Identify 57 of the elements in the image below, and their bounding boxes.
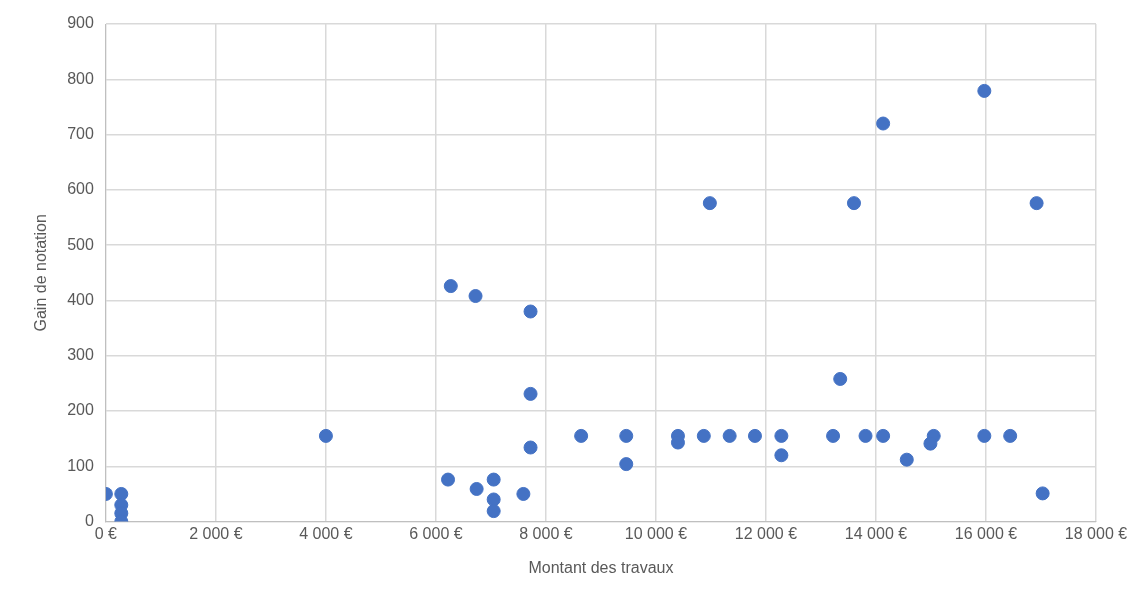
- point: [858, 428, 873, 443]
- point: [523, 386, 538, 401]
- point: [833, 371, 848, 386]
- point: [486, 504, 501, 519]
- point: [114, 486, 129, 501]
- point: [899, 452, 914, 467]
- point: [774, 448, 789, 463]
- point: [523, 304, 538, 319]
- point: [523, 440, 538, 455]
- y-tick-label: 400: [67, 290, 94, 308]
- point: [486, 472, 501, 487]
- y-tick-label: 800: [67, 69, 94, 87]
- point: [722, 428, 737, 443]
- point: [619, 428, 634, 443]
- x-axis-title: Montant des travaux: [528, 558, 674, 576]
- x-tick-label: 14 000 €: [844, 524, 908, 542]
- point: [876, 428, 891, 443]
- point: [696, 428, 711, 443]
- x-tick-label: 18 000 €: [1064, 524, 1128, 542]
- point: [486, 492, 501, 507]
- point: [774, 428, 789, 443]
- x-tick-label: 0 €: [94, 524, 118, 542]
- point: [977, 428, 992, 443]
- x-tick-label: 2 000 €: [189, 524, 243, 542]
- x-tick-label: 4 000 €: [299, 524, 353, 542]
- y-tick-label: 900: [67, 14, 94, 32]
- point: [702, 196, 717, 211]
- point: [923, 436, 938, 451]
- point: [1029, 196, 1044, 211]
- point: [1035, 486, 1050, 501]
- y-tick-label: 100: [67, 456, 94, 474]
- x-tick-label: 8 000 €: [519, 524, 573, 542]
- y-tick-label: 500: [67, 235, 94, 253]
- point: [747, 428, 762, 443]
- point: [1003, 428, 1018, 443]
- point: [876, 116, 891, 131]
- y-tick-label: 600: [67, 180, 94, 198]
- point: [469, 481, 484, 496]
- point: [977, 83, 992, 98]
- point: [318, 428, 333, 443]
- point: [516, 486, 531, 501]
- point: [468, 289, 483, 304]
- y-axis-title: Gain de notation: [32, 214, 50, 332]
- point: [846, 196, 861, 211]
- y-tick-label: 200: [67, 401, 94, 419]
- y-tick-label: 300: [67, 346, 94, 364]
- x-tick-label: 12 000 €: [734, 524, 798, 542]
- x-tick-label: 16 000 €: [954, 524, 1018, 542]
- x-tick-label: 6 000 €: [409, 524, 463, 542]
- point: [443, 279, 458, 294]
- point: [826, 428, 841, 443]
- y-tick-label: 0: [84, 512, 94, 530]
- point: [619, 457, 634, 472]
- point: [441, 472, 456, 487]
- x-tick-label: 10 000 €: [624, 524, 688, 542]
- y-tick-label: 700: [67, 124, 94, 142]
- point: [574, 428, 589, 443]
